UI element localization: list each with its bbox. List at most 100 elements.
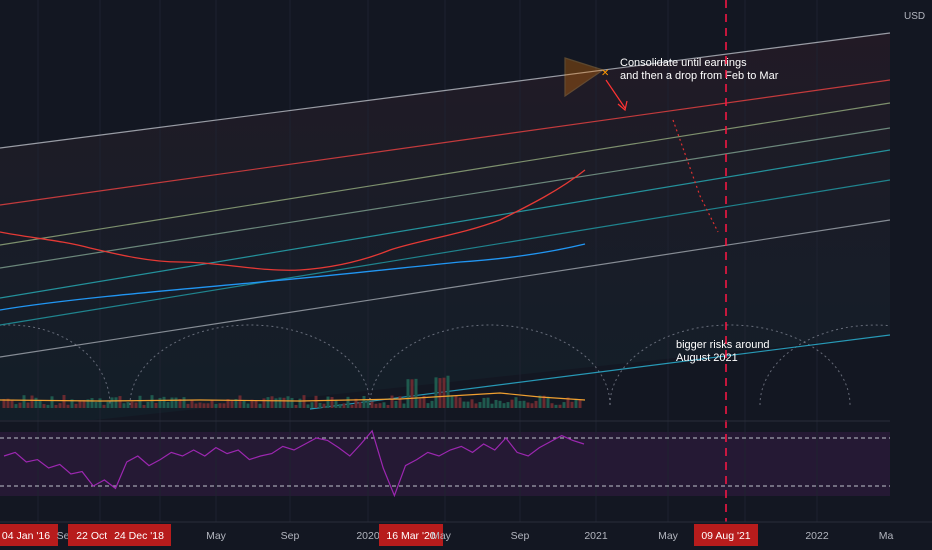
time-tick-label: 04 Jan '16 — [2, 530, 50, 542]
volume-bar — [398, 396, 402, 408]
volume-bar — [510, 399, 514, 408]
volume-bar — [522, 400, 526, 408]
volume-bar — [366, 399, 370, 408]
price-axis — [890, 0, 932, 522]
annotation-consolidate-line1: Consolidate until earnings — [620, 57, 747, 69]
volume-bar — [486, 397, 490, 408]
volume-bar — [190, 400, 194, 408]
volume-bar — [386, 404, 390, 408]
volume-bar — [274, 398, 278, 408]
volume-bar — [462, 401, 466, 408]
volume-bar — [394, 400, 398, 408]
volume-bar — [538, 395, 542, 408]
volume-bar — [290, 397, 294, 408]
volume-bar — [438, 378, 442, 408]
volume-bar — [90, 398, 94, 408]
time-tick-label: 2021 — [584, 530, 608, 542]
volume-bar — [50, 396, 54, 408]
volume-bar — [498, 400, 502, 408]
volume-bar — [6, 398, 10, 408]
volume-average-line — [0, 392, 586, 402]
volume-bar — [286, 396, 290, 408]
volume-bar — [534, 400, 538, 408]
volume-bar — [502, 403, 506, 408]
projection-path — [672, 119, 719, 233]
volume-bar — [470, 399, 474, 408]
volume-bar — [574, 398, 578, 408]
volume-bar — [282, 397, 286, 408]
volume-bar — [390, 395, 394, 408]
time-tick-label: 2020 — [356, 530, 380, 542]
volume-bar — [202, 403, 206, 408]
volume-bar — [38, 401, 42, 408]
volume-bar — [346, 396, 350, 408]
volume-bar — [186, 403, 190, 408]
volume-bar — [106, 401, 110, 408]
volume-bar — [242, 399, 246, 408]
volume-bar — [406, 379, 410, 408]
volume-bar — [94, 401, 98, 408]
volume-bar — [378, 403, 382, 408]
volume-bar — [138, 395, 142, 408]
triangle-pattern — [564, 57, 605, 98]
volume-bar — [194, 403, 198, 408]
volume-bar — [230, 399, 234, 408]
time-tick-label: 24 Dec '18 — [114, 530, 164, 542]
volume-bar — [298, 398, 302, 408]
volume-bar — [374, 403, 378, 408]
volume-bar — [158, 397, 162, 408]
volume-bar — [86, 399, 90, 408]
channel-line — [0, 149, 891, 299]
volume-bar — [562, 402, 566, 408]
volume-bar — [482, 397, 486, 408]
volume-bar — [490, 403, 494, 408]
volume-bar — [10, 400, 14, 408]
volume-bar — [454, 395, 458, 408]
drop-arrow — [605, 79, 626, 109]
time-tick-label: Sep — [281, 530, 300, 542]
volume-bar — [294, 404, 298, 408]
volume-bar — [450, 395, 454, 408]
volume-bar — [126, 402, 130, 408]
volume-bar — [70, 399, 74, 408]
volume-bar — [422, 395, 426, 408]
volume-bar — [550, 403, 554, 408]
volume-bar — [566, 397, 570, 408]
volume-bar — [350, 404, 354, 408]
volume-bar — [446, 375, 450, 408]
volume-bar — [410, 379, 414, 408]
volume-bar — [74, 403, 78, 408]
volume-bar — [134, 402, 138, 408]
time-tick-label: 16 Mar '20 — [386, 530, 435, 542]
volume-bar — [198, 402, 202, 408]
currency-label: USD — [904, 11, 925, 22]
volume-bar — [18, 402, 22, 408]
volume-bar — [114, 397, 118, 408]
volume-bar — [170, 397, 174, 408]
time-label-highlight — [0, 524, 58, 546]
volume-bar — [102, 404, 106, 408]
volume-bar — [150, 395, 154, 408]
volume-bar — [334, 399, 338, 408]
annotation-risks-line2: August 2021 — [676, 352, 738, 364]
time-tick-label: May — [206, 530, 227, 542]
volume-bar — [478, 402, 482, 408]
volume-bar — [382, 402, 386, 408]
time-label-highlight — [107, 524, 171, 546]
volume-bar — [270, 396, 274, 408]
volume-bar — [418, 398, 422, 408]
volume-bar — [178, 399, 182, 408]
volume-bar — [430, 400, 434, 408]
volume-bar — [210, 400, 214, 408]
volume-bar — [506, 402, 510, 408]
volume-bar — [54, 404, 58, 408]
volume-bar — [82, 400, 86, 408]
volume-bar — [26, 402, 30, 408]
volume-bar — [206, 403, 210, 408]
channel-line — [0, 127, 891, 269]
volume-bar — [310, 402, 314, 408]
volume-bar — [30, 395, 34, 408]
time-tick-label: Sep — [511, 530, 530, 542]
volume-bar — [302, 395, 306, 408]
